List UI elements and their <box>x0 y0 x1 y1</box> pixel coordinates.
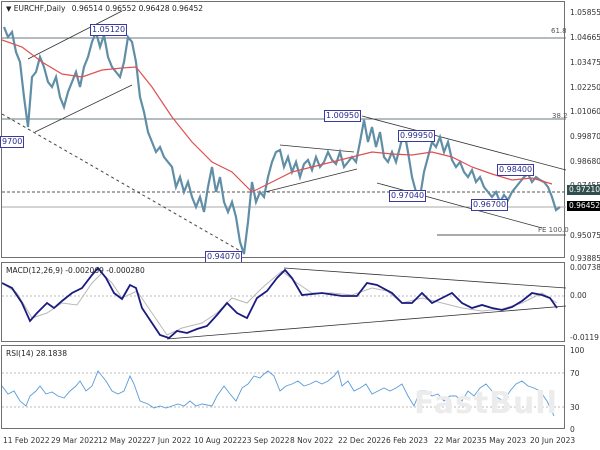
ohlc-values: 0.96514 0.96552 0.96428 0.96452 <box>71 4 204 13</box>
annotation-high-1: 1.05120 <box>90 24 128 36</box>
fe-100-label: FE 100.0 <box>538 226 569 234</box>
rsi-axis-100: 100 <box>570 346 585 355</box>
annotation-high-2: 1.00950 <box>324 110 362 122</box>
price-tick: 1.03475 <box>570 58 600 67</box>
price-tick: 0.99870 <box>570 132 600 141</box>
price-chart-panel[interactable]: ▼ EURCHF,Daily 0.96514 0.96552 0.96428 0… <box>0 1 569 263</box>
rsi-legend: RSI(14) 28.1838 <box>6 349 67 358</box>
date-label: 8 Nov 2022 <box>290 436 334 445</box>
date-label: 23 Sep 2022 <box>242 436 290 445</box>
price-tick: 1.02250 <box>570 83 600 92</box>
price-tick: 1.04665 <box>570 33 600 42</box>
chart-header: ▼ EURCHF,Daily 0.96514 0.96552 0.96428 0… <box>6 4 203 13</box>
macd-axis-zero: 0.00 <box>570 291 587 300</box>
rsi-axis-0: 0 <box>570 425 575 434</box>
date-label: 29 Mar 2022 <box>51 436 99 445</box>
annotation-low-3: 0.96700 <box>471 199 509 211</box>
date-label: 6 Feb 2023 <box>386 436 428 445</box>
price-chart-canvas <box>2 10 566 255</box>
price-tick: 0.93885 <box>570 254 600 263</box>
symbol-label: EURCHF,Daily <box>13 4 66 13</box>
date-label: 5 May 2023 <box>482 436 527 445</box>
macd-axis-bottom: -0.0119 <box>570 333 599 342</box>
annotation-high-3: 0.99950 <box>398 130 436 142</box>
rsi-canvas <box>2 370 566 417</box>
price-tick: 0.95075 <box>570 231 600 240</box>
date-label: 11 Feb 2022 <box>3 436 50 445</box>
macd-legend: MACD(12,26,9) -0.002069 -0.000280 <box>6 266 145 275</box>
rsi-axis-30: 30 <box>570 403 580 412</box>
date-label: 22 Mar 2023 <box>434 436 482 445</box>
annotation-low-2: 0.97040 <box>389 190 427 202</box>
fib-382-label: 38.2 <box>552 112 568 120</box>
date-label: 27 Jun 2022 <box>146 436 192 445</box>
level-price-tag: 0.97210 <box>567 185 600 195</box>
date-label: 22 Dec 2022 <box>338 436 386 445</box>
date-label: 10 Aug 2022 <box>194 436 243 445</box>
macd-axis-top: 0.007384 <box>570 263 600 272</box>
date-label: 20 Jun 2023 <box>530 436 576 445</box>
annotation-high-4: 0.98400 <box>497 164 535 176</box>
watermark: FastBull <box>414 386 558 421</box>
price-tick: 1.05855 <box>570 8 600 17</box>
macd-canvas <box>2 266 566 340</box>
annotation-low-left: 9700 <box>0 136 25 148</box>
date-label: 12 May 2022 <box>98 436 147 445</box>
price-tick: 1.01060 <box>570 107 600 116</box>
price-tick: 0.98680 <box>570 157 600 166</box>
rsi-axis-70: 70 <box>570 369 580 378</box>
rsi-panel[interactable]: RSI(14) 28.1838 FastBull <box>1 345 566 429</box>
current-price-tag: 0.96452 <box>567 201 600 211</box>
triangle-down-icon[interactable]: ▼ <box>6 5 12 13</box>
fib-618-label: 61.8 <box>551 27 567 35</box>
macd-panel[interactable]: MACD(12,26,9) -0.002069 -0.000280 <box>1 262 566 342</box>
